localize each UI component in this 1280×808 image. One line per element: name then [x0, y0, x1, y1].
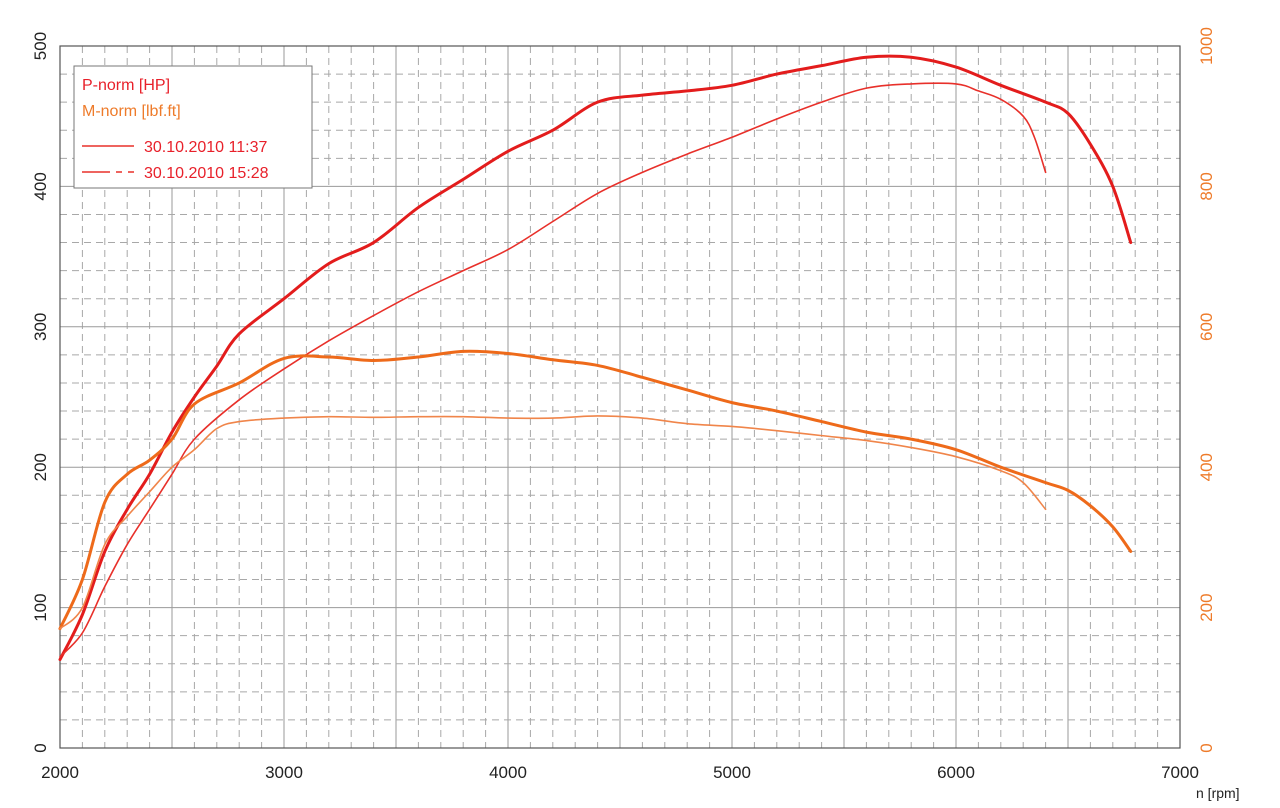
y-right-tick-label: 200 [1197, 593, 1216, 621]
power-curve-bold [58, 54, 1133, 662]
x-tick-label: 2000 [41, 763, 79, 782]
grid [60, 46, 1180, 748]
y-right-tick-label: 0 [1197, 743, 1216, 752]
power-curve-thin [59, 82, 1047, 658]
series-layer [58, 54, 1133, 662]
x-tick-label: 7000 [1161, 763, 1199, 782]
y-left-tick-label: 200 [31, 453, 50, 481]
legend-run-2: 30.10.2010 15:28 [144, 165, 269, 182]
legend-run-1: 30.10.2010 11:37 [144, 139, 267, 156]
y-left-tick-label: 100 [31, 593, 50, 621]
x-tick-label: 4000 [489, 763, 527, 782]
y-left-tick-label: 0 [31, 743, 50, 752]
axes [59, 45, 1181, 749]
x-tick-label: 6000 [937, 763, 975, 782]
y-left-tick-label: 300 [31, 313, 50, 341]
legend-box [73, 65, 313, 189]
torque-curve-bold [58, 349, 1133, 631]
legend-quantity-torque: M-norm [lbf.ft] [82, 103, 181, 120]
y-right-tick-label: 1000 [1197, 27, 1216, 65]
legend: P-norm [HP] M-norm [lbf.ft] 30.10.2010 1… [73, 65, 313, 189]
y-right-tick-label: 600 [1197, 313, 1216, 341]
x-tick-label: 5000 [713, 763, 751, 782]
torque-curve-thin [59, 415, 1047, 630]
legend-quantity-power: P-norm [HP] [82, 77, 170, 94]
y-left-tick-label: 400 [31, 172, 50, 200]
x-tick-label: 3000 [265, 763, 303, 782]
y-right-tick-label: 800 [1197, 172, 1216, 200]
plot-frame [59, 45, 1181, 749]
y-right-tick-label: 400 [1197, 453, 1216, 481]
x-axis-unit-label: n [rpm] [1196, 785, 1240, 801]
y-left-tick-label: 500 [31, 32, 50, 60]
